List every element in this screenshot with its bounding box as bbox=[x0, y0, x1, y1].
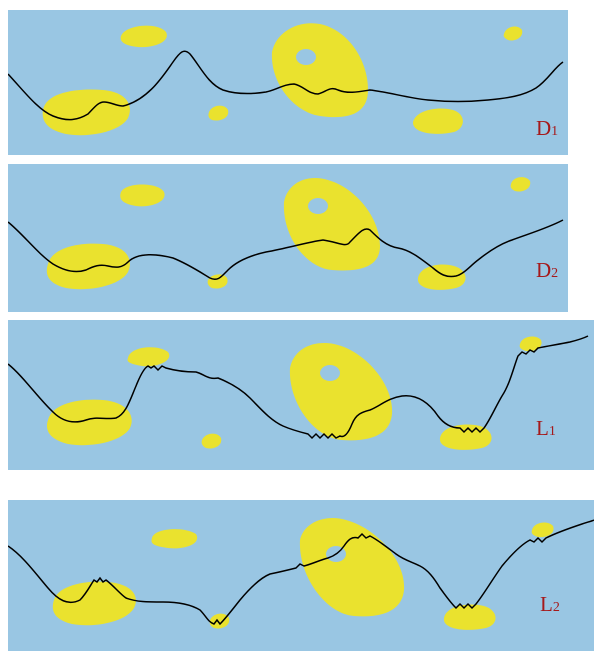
panel-label: D2 bbox=[536, 258, 558, 282]
boundary-curve bbox=[8, 50, 564, 121]
panel-l2: L2 bbox=[8, 500, 594, 651]
boundary-curve bbox=[8, 519, 594, 626]
lake-hole bbox=[308, 198, 328, 214]
label-letter: D bbox=[536, 258, 551, 282]
water-background bbox=[8, 500, 594, 651]
island-small-top-left bbox=[120, 184, 165, 207]
panel-l1-svg: L1 bbox=[8, 320, 594, 470]
island-right bbox=[443, 604, 496, 630]
island-small-center bbox=[208, 105, 229, 121]
island-large-center bbox=[271, 23, 368, 118]
panel-label: D1 bbox=[536, 116, 558, 140]
boundary-curve bbox=[8, 335, 589, 440]
label-subscript: 2 bbox=[551, 266, 558, 281]
label-subscript: 2 bbox=[553, 600, 560, 615]
panel-label: L1 bbox=[536, 416, 556, 440]
boundary-curve bbox=[8, 219, 564, 281]
label-letter: D bbox=[536, 116, 551, 140]
panel-d2: D2 bbox=[8, 164, 568, 312]
island-small-top-left bbox=[127, 347, 170, 367]
island-large-left bbox=[52, 581, 136, 626]
label-subscript: 1 bbox=[549, 424, 556, 439]
label-letter: L bbox=[536, 416, 549, 440]
island-small-top-left bbox=[120, 25, 167, 48]
island-small-top-right bbox=[519, 336, 542, 352]
label-subscript: 1 bbox=[551, 124, 558, 139]
island-large-center bbox=[289, 343, 393, 441]
island-right bbox=[417, 264, 466, 290]
panel-label: L2 bbox=[540, 592, 560, 616]
island-small-center bbox=[209, 613, 230, 629]
island-large-center bbox=[283, 178, 380, 271]
island-small-center bbox=[207, 274, 228, 289]
island-small-top-left bbox=[151, 529, 198, 549]
island-right bbox=[412, 108, 463, 134]
island-small-center bbox=[201, 433, 222, 449]
island-large-center bbox=[299, 518, 405, 617]
island-large-left bbox=[46, 399, 132, 446]
island-small-top-right bbox=[531, 522, 554, 538]
label-letter: L bbox=[540, 592, 553, 616]
panel-l1: L1 bbox=[8, 320, 594, 470]
island-large-left bbox=[46, 243, 130, 290]
island-small-top-right bbox=[510, 177, 531, 192]
lake-hole bbox=[296, 49, 316, 65]
panel-d2-svg: D2 bbox=[8, 164, 568, 312]
panel-d1-svg: D1 bbox=[8, 10, 568, 155]
island-small-top-right bbox=[503, 26, 523, 41]
water-background bbox=[8, 164, 568, 312]
lake-hole bbox=[320, 365, 340, 381]
panel-d1: D1 bbox=[8, 10, 568, 155]
island-large-left bbox=[42, 89, 130, 136]
panel-l2-svg: L2 bbox=[8, 500, 594, 651]
